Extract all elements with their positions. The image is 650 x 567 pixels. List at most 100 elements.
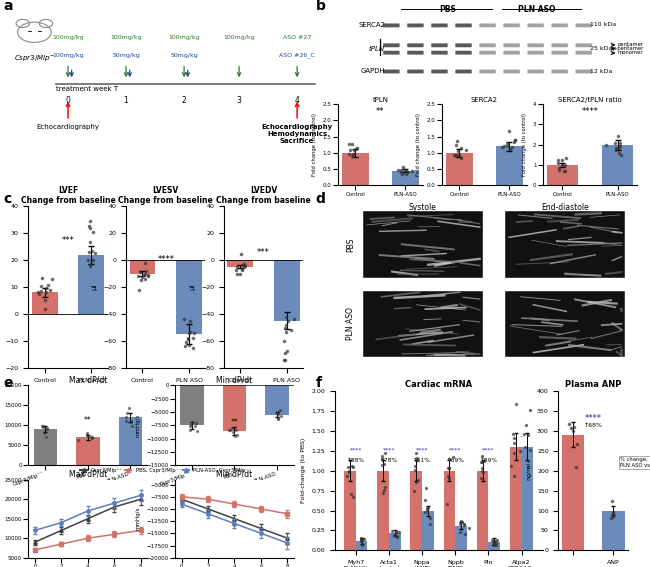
Point bbox=[422, 503, 433, 512]
Point bbox=[407, 167, 417, 176]
Point bbox=[453, 147, 463, 156]
Text: ****: **** bbox=[416, 447, 428, 452]
Bar bbox=[422, 511, 434, 551]
Point bbox=[393, 165, 404, 174]
Bar bbox=[455, 526, 467, 551]
FancyBboxPatch shape bbox=[575, 44, 592, 47]
Point bbox=[184, 340, 194, 349]
Point bbox=[553, 166, 564, 175]
Text: a: a bbox=[4, 0, 14, 13]
Point bbox=[608, 512, 619, 521]
Point bbox=[83, 431, 93, 441]
Text: ****: **** bbox=[350, 447, 362, 452]
Point bbox=[489, 536, 500, 545]
Point bbox=[235, 270, 245, 279]
Point bbox=[479, 456, 489, 465]
Point bbox=[419, 507, 430, 517]
Text: ****: **** bbox=[582, 107, 599, 116]
Text: 2: 2 bbox=[182, 96, 187, 105]
Point bbox=[180, 342, 190, 351]
Title: Cardiac mRNA: Cardiac mRNA bbox=[405, 380, 473, 388]
FancyBboxPatch shape bbox=[551, 51, 568, 54]
Point bbox=[377, 460, 387, 469]
Point bbox=[133, 272, 144, 281]
Title: LVEF
Change from baseline: LVEF Change from baseline bbox=[21, 186, 115, 205]
Point bbox=[73, 436, 84, 445]
Y-axis label: μl: μl bbox=[92, 284, 98, 290]
Point bbox=[38, 423, 48, 432]
Point bbox=[232, 269, 242, 278]
Point bbox=[400, 166, 411, 175]
Point bbox=[525, 446, 536, 455]
Point bbox=[443, 464, 454, 473]
Point bbox=[88, 256, 99, 265]
Point bbox=[464, 524, 474, 533]
FancyBboxPatch shape bbox=[527, 70, 544, 73]
Point bbox=[401, 167, 411, 176]
FancyBboxPatch shape bbox=[551, 23, 568, 27]
FancyBboxPatch shape bbox=[575, 51, 592, 54]
Point bbox=[488, 538, 498, 547]
FancyBboxPatch shape bbox=[432, 23, 448, 27]
FancyBboxPatch shape bbox=[384, 70, 400, 73]
Point bbox=[560, 166, 570, 175]
Point bbox=[272, 414, 283, 423]
Point bbox=[272, 408, 282, 417]
Point bbox=[392, 532, 402, 541]
Point bbox=[359, 534, 369, 543]
Bar bbox=[603, 145, 633, 185]
Title: SERCA2: SERCA2 bbox=[471, 97, 498, 103]
Bar bbox=[522, 447, 533, 551]
Point bbox=[237, 265, 248, 274]
Point bbox=[443, 454, 454, 463]
Point bbox=[356, 534, 367, 543]
FancyBboxPatch shape bbox=[408, 23, 424, 27]
Point bbox=[185, 328, 195, 337]
Point bbox=[348, 149, 359, 158]
Point bbox=[82, 429, 92, 438]
Bar bbox=[227, 260, 253, 267]
Point bbox=[43, 280, 53, 289]
Y-axis label: mmHg/s: mmHg/s bbox=[136, 507, 141, 530]
Point bbox=[566, 424, 577, 433]
Point bbox=[239, 259, 249, 268]
FancyBboxPatch shape bbox=[455, 23, 472, 27]
Point bbox=[42, 424, 52, 433]
Bar bbox=[510, 447, 522, 551]
Point bbox=[289, 315, 299, 324]
Point bbox=[280, 356, 290, 365]
Point bbox=[403, 168, 413, 177]
Point bbox=[564, 420, 574, 429]
Point bbox=[523, 456, 534, 466]
Point bbox=[230, 431, 240, 441]
Point bbox=[571, 462, 581, 471]
FancyBboxPatch shape bbox=[408, 44, 424, 47]
Point bbox=[272, 407, 283, 416]
Point bbox=[392, 531, 402, 540]
Text: ****: **** bbox=[383, 447, 395, 452]
FancyBboxPatch shape bbox=[408, 51, 424, 54]
Point bbox=[356, 537, 367, 546]
FancyBboxPatch shape bbox=[432, 44, 448, 47]
Point bbox=[379, 485, 389, 494]
Point bbox=[346, 139, 357, 148]
FancyBboxPatch shape bbox=[503, 70, 520, 73]
Point bbox=[142, 272, 153, 281]
Point bbox=[456, 517, 466, 526]
Point bbox=[396, 166, 406, 175]
Point bbox=[40, 304, 51, 314]
Point bbox=[448, 452, 459, 462]
Point bbox=[491, 540, 501, 549]
Point bbox=[611, 143, 621, 152]
Point bbox=[84, 222, 94, 231]
Text: ↑51%: ↑51% bbox=[413, 458, 431, 463]
Point bbox=[357, 535, 367, 544]
Bar bbox=[180, 386, 203, 425]
Point bbox=[281, 321, 292, 330]
Point bbox=[607, 507, 618, 516]
Point bbox=[137, 272, 148, 281]
Point bbox=[136, 276, 147, 285]
Bar bbox=[76, 437, 99, 465]
Point bbox=[614, 143, 625, 153]
Point bbox=[450, 141, 461, 150]
